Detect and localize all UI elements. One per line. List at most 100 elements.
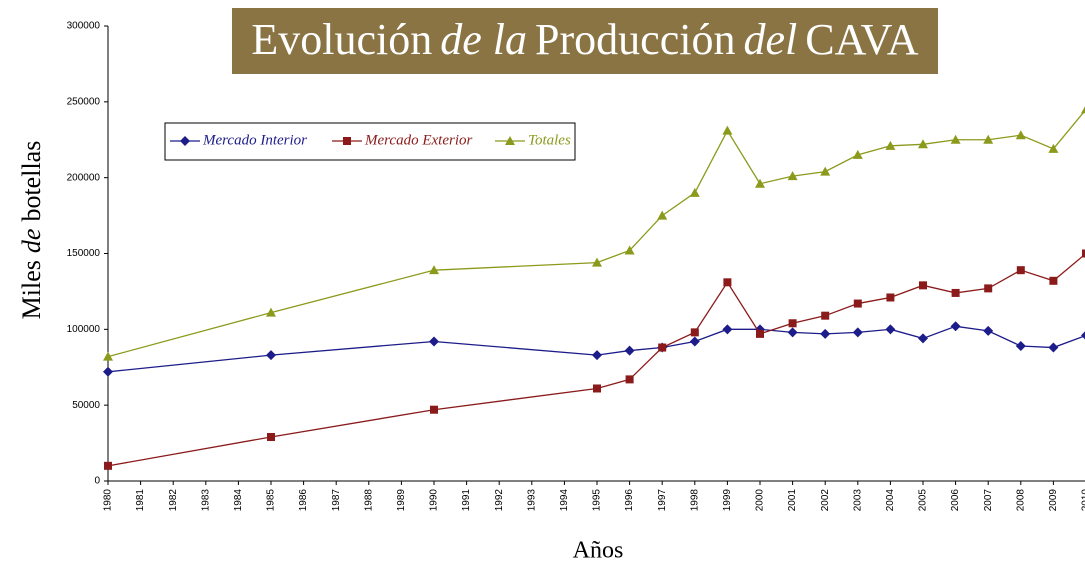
legend-label: Mercado Interior [202,132,307,148]
marker [1016,266,1025,275]
marker [592,350,602,361]
x-tick-label: 1998 [689,489,700,512]
x-tick-label: 2003 [852,489,863,512]
marker [266,350,276,361]
marker [624,245,635,255]
title-part: del [743,15,797,64]
marker [788,319,797,328]
legend-label: Mercado Exterior [364,132,472,148]
marker [429,336,439,347]
y_label-part: botellas [17,141,46,222]
marker [885,324,896,335]
marker [723,278,732,287]
marker [853,299,862,308]
marker [592,257,602,267]
marker [983,325,994,336]
y_label-part: Miles [17,260,46,319]
marker [950,134,961,144]
x-tick-label: 1983 [200,489,211,512]
x-tick-label: 1992 [494,489,505,512]
marker [951,288,960,297]
marker [505,136,515,145]
y-tick-label: 250000 [67,96,101,107]
marker [624,345,635,356]
x-tick-label: 1990 [429,489,440,512]
x-tick-label: 2006 [950,489,961,512]
y-tick-label: 200000 [67,172,101,183]
marker [756,329,764,338]
x-tick-label: 1997 [657,489,668,512]
marker [918,139,928,149]
marker [1081,106,1085,114]
marker [625,375,634,384]
x-tick-label: 2000 [755,489,766,512]
marker [984,284,993,293]
series-line [107,325,1085,373]
marker [429,265,439,275]
marker [852,149,863,159]
marker [267,433,275,442]
title-part: Producción [535,15,735,64]
x-tick-label: 1986 [298,489,309,512]
x-tick-label: 2007 [983,489,994,512]
marker [722,324,733,335]
marker [885,140,896,150]
marker [886,293,895,302]
x-tick-label: 1991 [461,489,472,512]
marker [918,333,928,344]
marker [1048,143,1059,153]
x-tick-label: 2002 [820,489,831,512]
x-tick-label: 1996 [624,489,635,512]
marker [180,136,190,146]
marker [820,328,831,339]
marker [657,210,668,220]
marker [343,137,351,145]
title-part: Evolución [251,15,432,64]
marker [658,343,667,352]
title-part: de la [440,15,527,64]
marker [755,178,765,188]
marker [1015,130,1026,140]
x-tick-label: 1993 [526,489,537,512]
marker [787,171,798,181]
marker [103,351,113,361]
marker [820,166,831,176]
marker [1048,342,1059,353]
marker [1081,331,1085,340]
marker [689,187,700,197]
y-axis-label: Miles de botellas [17,141,46,320]
x-tick-label: 2009 [1048,489,1059,512]
y-tick-label: 50000 [72,400,100,411]
marker [430,405,438,414]
x-tick-label: 1985 [266,489,277,512]
marker [689,336,700,347]
x-tick-label: 1987 [331,489,342,512]
title-part: CAVA [805,15,919,64]
x-tick-label: 1999 [722,489,733,512]
marker [103,366,113,377]
series-line [107,253,1085,467]
x-tick-label: 2008 [1015,489,1026,512]
marker [1015,341,1026,352]
x-tick-label: 2001 [787,489,798,512]
y_label-part: de [17,229,46,254]
x-axis-label: Años [573,538,624,564]
x-tick-label: 1988 [363,489,374,512]
marker [950,321,961,332]
x-tick-label: 1982 [168,489,179,512]
marker [690,328,699,337]
x-tick-label: 1989 [396,489,407,512]
marker [1049,276,1058,285]
title-background [232,8,938,74]
marker [852,327,863,338]
x-tick-label: 2005 [918,489,929,512]
y-tick-label: 100000 [67,324,101,335]
marker [593,384,601,393]
x-tick-label: 2004 [885,489,896,512]
y-tick-label: 150000 [67,248,101,259]
legend-label: Totales [528,132,571,148]
x-tick-label: 1995 [592,489,603,512]
x-tick-label: 1981 [135,489,146,512]
